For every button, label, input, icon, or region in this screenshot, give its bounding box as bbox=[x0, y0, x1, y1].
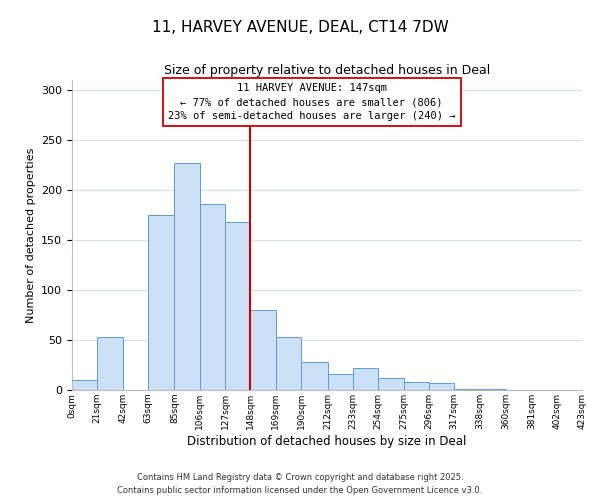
Bar bbox=[175, 163, 200, 390]
Bar bbox=[148, 215, 175, 390]
Text: 11, HARVEY AVENUE, DEAL, CT14 7DW: 11, HARVEY AVENUE, DEAL, CT14 7DW bbox=[152, 20, 448, 35]
Bar bbox=[479, 389, 506, 390]
Bar bbox=[225, 222, 250, 390]
Bar bbox=[301, 362, 328, 390]
Title: Size of property relative to detached houses in Deal: Size of property relative to detached ho… bbox=[164, 64, 490, 78]
Y-axis label: Number of detached properties: Number of detached properties bbox=[26, 148, 35, 322]
Bar bbox=[250, 310, 276, 390]
Text: 11 HARVEY AVENUE: 147sqm
← 77% of detached houses are smaller (806)
23% of semi-: 11 HARVEY AVENUE: 147sqm ← 77% of detach… bbox=[168, 83, 455, 121]
X-axis label: Distribution of detached houses by size in Deal: Distribution of detached houses by size … bbox=[187, 434, 467, 448]
Bar bbox=[353, 368, 378, 390]
Bar bbox=[404, 382, 429, 390]
Bar bbox=[200, 204, 225, 390]
Bar bbox=[429, 383, 454, 390]
Bar bbox=[72, 380, 97, 390]
Bar bbox=[328, 374, 353, 390]
Bar bbox=[378, 378, 404, 390]
Text: Contains HM Land Registry data © Crown copyright and database right 2025.
Contai: Contains HM Land Registry data © Crown c… bbox=[118, 473, 482, 495]
Bar bbox=[454, 389, 479, 390]
Bar bbox=[276, 337, 301, 390]
Bar bbox=[97, 337, 122, 390]
